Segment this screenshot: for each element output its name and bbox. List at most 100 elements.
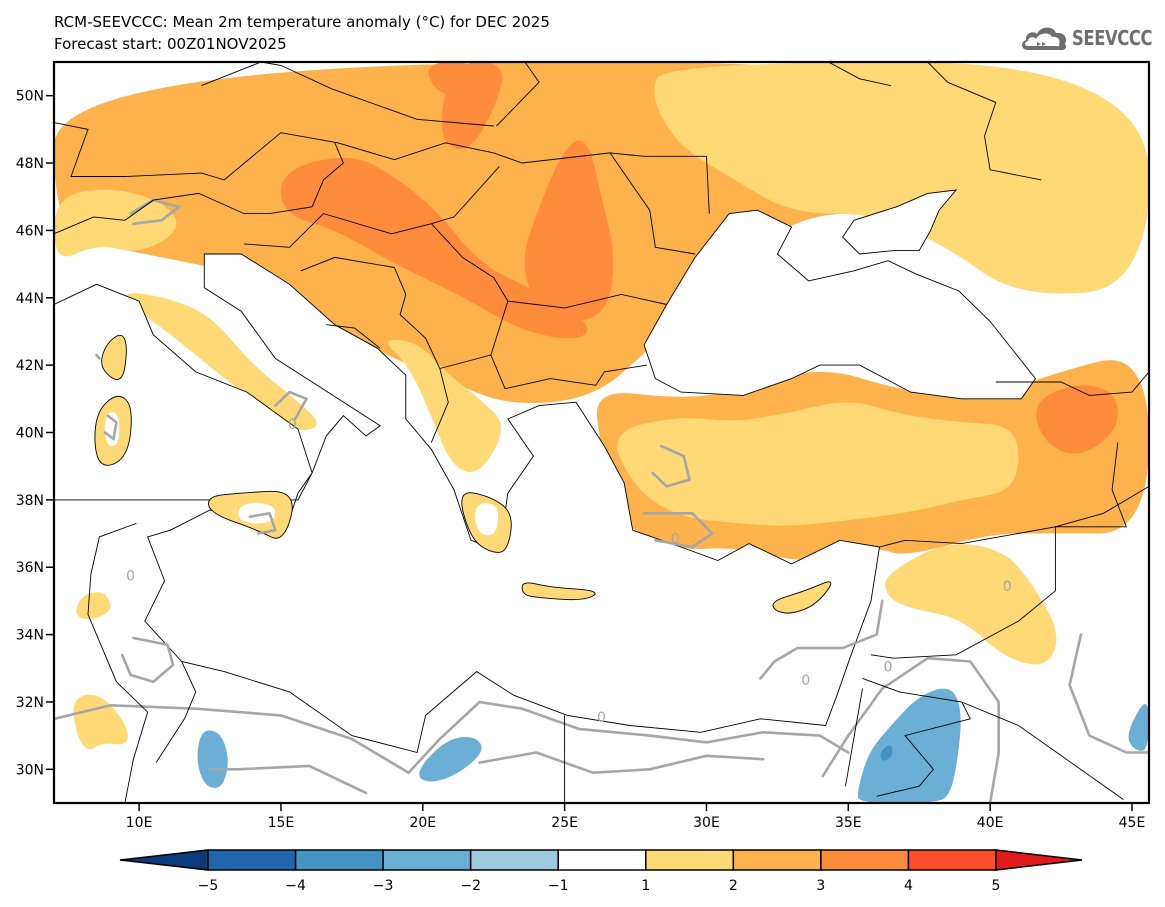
island-interior-sicily-center bbox=[238, 503, 276, 524]
colorbar-label: −1 bbox=[548, 878, 569, 894]
country-border bbox=[1055, 486, 1149, 528]
logo-text: SEEVCCC bbox=[1072, 26, 1153, 50]
country-border bbox=[54, 142, 344, 235]
colorbar: −5 −4 −3 −2 −1 1 2 3 4 5 bbox=[119, 849, 1083, 894]
colorbar-segment bbox=[907, 849, 997, 871]
x-tick-label: 40E bbox=[977, 815, 1004, 831]
zero-contour-line bbox=[103, 414, 118, 441]
colorbar-segment bbox=[294, 849, 384, 871]
country-border bbox=[490, 354, 647, 390]
y-tick-label: 32N bbox=[16, 695, 44, 711]
island-crete bbox=[521, 582, 596, 601]
anomaly-region-hungary-romania-hot bbox=[280, 157, 588, 339]
y-tick-label: 44N bbox=[16, 291, 44, 307]
zero-contour-line bbox=[208, 764, 368, 795]
anomaly-region-libya-blue-2 bbox=[419, 736, 482, 782]
seevccc-logo: SEEVCCC bbox=[1018, 22, 1165, 54]
zero-contour-line bbox=[248, 511, 277, 535]
zero-contour-line bbox=[95, 353, 101, 360]
contour-label: 0 bbox=[884, 660, 893, 676]
colorbar-segment bbox=[207, 849, 297, 871]
anomaly-region-syria-mild bbox=[885, 544, 1057, 665]
zero-contour-line bbox=[120, 636, 175, 683]
zero-contour-line bbox=[54, 700, 850, 774]
x-tick-label: 30E bbox=[693, 815, 720, 831]
colorbar-segment bbox=[732, 849, 822, 871]
contour-label: 0 bbox=[126, 569, 135, 585]
colorbar-label: −2 bbox=[460, 878, 481, 894]
colorbar-label: 5 bbox=[992, 878, 1001, 894]
mediterranean-sea bbox=[54, 253, 881, 754]
y-tick-label: 48N bbox=[16, 156, 44, 172]
y-tick-label: 46N bbox=[16, 223, 44, 239]
colorbar-label: 3 bbox=[816, 878, 825, 894]
zero-contour-line bbox=[274, 390, 308, 421]
anomaly-region-jordan-blue-core bbox=[880, 745, 893, 761]
island-cyprus bbox=[772, 581, 832, 614]
colorbar-extend-high bbox=[995, 849, 1083, 871]
sea-of-azov bbox=[842, 189, 958, 255]
colorbar-label: 1 bbox=[641, 878, 650, 894]
country-border bbox=[393, 267, 449, 443]
country-border bbox=[300, 256, 395, 272]
zero-contour-line bbox=[759, 599, 884, 680]
country-border bbox=[155, 661, 197, 763]
longitude-axis: 10E 15E 20E 25E 30E 35E 40E 45E bbox=[126, 803, 1146, 831]
zero-contour-line bbox=[1068, 633, 1149, 754]
anomaly-region-ukraine-mild bbox=[654, 62, 1149, 294]
x-tick-label: 20E bbox=[409, 815, 436, 831]
country-border bbox=[496, 62, 540, 127]
country-border bbox=[862, 677, 971, 797]
colorbar-segment bbox=[557, 849, 647, 871]
x-tick-label: 35E bbox=[835, 815, 862, 831]
anomaly-region-tunisia-mild bbox=[76, 592, 111, 620]
country-border bbox=[927, 62, 1042, 181]
colorbar-label: −5 bbox=[198, 878, 219, 894]
contour-label: 0 bbox=[288, 417, 297, 433]
country-border bbox=[244, 166, 500, 248]
contour-label: 0 bbox=[597, 710, 606, 726]
map-title: RCM-SEEVCCC: Mean 2m temperature anomaly… bbox=[54, 13, 550, 31]
zero-contours: 0 0 0 0 0 0 0 bbox=[54, 198, 1149, 803]
country-borders bbox=[54, 62, 1149, 803]
y-tick-label: 42N bbox=[16, 358, 44, 374]
y-tick-label: 34N bbox=[16, 628, 44, 644]
country-border bbox=[828, 62, 891, 87]
y-tick-label: 30N bbox=[16, 762, 44, 778]
anomaly-region-iraq-blue bbox=[1128, 704, 1149, 751]
anomaly-region-alps-mild bbox=[54, 189, 177, 257]
x-tick-label: 45E bbox=[1119, 815, 1146, 831]
y-tick-label: 40N bbox=[16, 426, 44, 442]
x-tick-label: 15E bbox=[268, 815, 295, 831]
colorbar-label: −3 bbox=[373, 878, 394, 894]
anomaly-region-romania-hot bbox=[524, 140, 614, 322]
island-corsica bbox=[101, 334, 127, 380]
island-interior-pelop-center bbox=[475, 503, 499, 536]
anomaly-region-libya-west-mild bbox=[73, 694, 128, 750]
colorbar-segment bbox=[469, 849, 559, 871]
anomaly-region-balkans-mild bbox=[388, 339, 501, 473]
colorbar-segment bbox=[645, 849, 735, 871]
colorbar-label: 4 bbox=[904, 878, 913, 894]
colorbar-segment bbox=[820, 849, 910, 871]
anomaly-region-italy-mild bbox=[126, 293, 317, 431]
colorbar-label: 2 bbox=[729, 878, 738, 894]
country-border bbox=[87, 522, 149, 803]
y-tick-label: 36N bbox=[16, 560, 44, 576]
latitude-axis: 30N 32N 34N 36N 38N 40N 42N 44N 46N 48N 50N bbox=[16, 89, 54, 778]
y-tick-label: 38N bbox=[16, 493, 44, 509]
anomaly-region-jordan-blue bbox=[857, 688, 961, 803]
black-sea bbox=[643, 209, 1037, 400]
anomaly-region-east-turkey-hot bbox=[1036, 385, 1118, 454]
country-border bbox=[845, 688, 863, 787]
forecast-start-subtitle: Forecast start: 00Z01NOV2025 bbox=[54, 35, 287, 53]
y-tick-label: 50N bbox=[16, 89, 44, 105]
colorbar-extend-low bbox=[119, 849, 209, 871]
zero-contour-line bbox=[478, 751, 765, 774]
colorbar-label: −4 bbox=[285, 878, 306, 894]
sea-areas bbox=[54, 189, 1037, 754]
contour-label: 0 bbox=[801, 673, 810, 689]
anomaly-region-poland-hot bbox=[428, 62, 480, 96]
country-border bbox=[609, 152, 710, 214]
